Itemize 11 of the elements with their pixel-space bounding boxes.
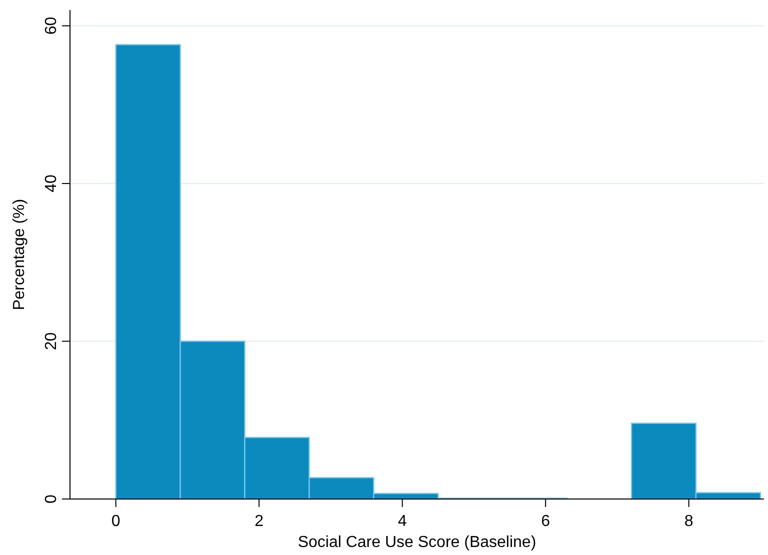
y-tick-label: 40 [43,174,60,192]
x-tick-label: 2 [254,513,264,530]
y-tick-label: 0 [43,494,60,504]
x-tick-label: 6 [541,513,550,530]
x-tick-label: 0 [111,513,120,530]
x-tick-label: 4 [398,513,407,530]
x-axis-title: Social Care Use Score (Baseline) [298,534,536,551]
y-axis-title: Percentage (%) [11,198,28,310]
y-tick-label: 20 [43,332,60,350]
y-tick-label: 60 [43,16,60,35]
x-tick-label: 8 [684,513,694,530]
